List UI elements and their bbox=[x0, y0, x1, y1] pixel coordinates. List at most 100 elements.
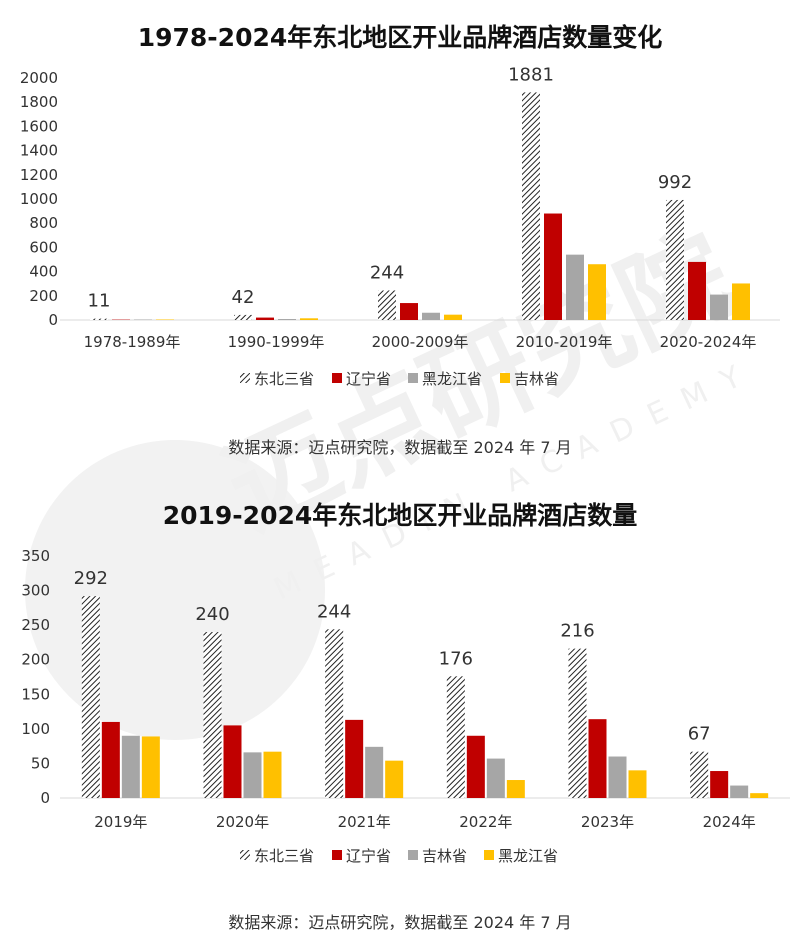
legend-swatch-heilongjiang bbox=[408, 850, 418, 860]
bar-liaoning bbox=[256, 317, 274, 320]
y-tick-label: 300 bbox=[21, 582, 50, 600]
y-tick-label: 200 bbox=[21, 651, 50, 669]
legend-label: 吉林省 bbox=[514, 370, 559, 388]
chart-1: 1978-2024年东北地区开业品牌酒店数量变化 0 200 400 600 800 10… bbox=[20, 23, 780, 457]
y-tick-label: 1600 bbox=[20, 117, 58, 135]
legend-swatch-jilin bbox=[484, 850, 494, 860]
bar-hatch bbox=[666, 199, 684, 320]
x-category-label: 2022年 bbox=[459, 813, 512, 831]
data-label: 240 bbox=[195, 604, 229, 625]
bar-jilin bbox=[506, 780, 525, 798]
bar-liaoning bbox=[710, 771, 729, 798]
data-label: 244 bbox=[370, 262, 404, 283]
y-tick-label: 50 bbox=[31, 754, 50, 772]
legend-label: 黑龙江省 bbox=[498, 847, 558, 865]
legend-label: 吉林省 bbox=[422, 847, 467, 865]
y-tick-label: 250 bbox=[21, 616, 50, 634]
y-tick-label: 0 bbox=[40, 789, 50, 807]
bar-heilongjiang bbox=[566, 254, 584, 320]
bar-heilongjiang bbox=[243, 752, 262, 798]
legend-label: 辽宁省 bbox=[346, 370, 391, 388]
y-tick-label: 0 bbox=[48, 311, 58, 329]
legend-swatch-hatch bbox=[240, 850, 250, 860]
x-category-label: 1978-1989年 bbox=[84, 333, 181, 351]
bar-liaoning bbox=[101, 721, 120, 798]
legend-swatch-liaoning bbox=[332, 850, 342, 860]
data-label: 11 bbox=[88, 291, 111, 312]
bar-jilin bbox=[300, 318, 318, 320]
data-label: 42 bbox=[232, 287, 255, 308]
bar-hatch bbox=[203, 632, 222, 798]
y-tick-label: 800 bbox=[29, 214, 58, 232]
bar-heilongjiang bbox=[365, 746, 384, 798]
bar-heilongjiang bbox=[710, 294, 728, 320]
data-label: 244 bbox=[317, 601, 351, 622]
x-category-label: 2020-2024年 bbox=[660, 333, 757, 351]
bar-jilin bbox=[588, 264, 606, 320]
bar-liaoning bbox=[466, 735, 485, 798]
y-tick-label: 150 bbox=[21, 685, 50, 703]
chart-2-legend: 东北三省 辽宁省 吉林省 黑龙江省 bbox=[240, 847, 558, 865]
bar-jilin bbox=[732, 283, 750, 320]
bar-jilin bbox=[263, 751, 282, 798]
legend-swatch-heilongjiang bbox=[408, 373, 418, 383]
data-label: 992 bbox=[658, 172, 692, 193]
chart-1-source: 数据来源：迈点研究院，数据截至 2024 年 7 月 bbox=[228, 438, 571, 457]
chart-1-legend: 东北三省 辽宁省 黑龙江省 吉林省 bbox=[240, 370, 559, 388]
x-category-label: 2020年 bbox=[216, 813, 269, 831]
y-tick-label: 350 bbox=[21, 547, 50, 565]
bar-liaoning bbox=[688, 261, 706, 320]
legend-swatch-hatch bbox=[240, 373, 250, 383]
bar-hatch bbox=[378, 290, 396, 320]
x-category-label: 2021年 bbox=[338, 813, 391, 831]
bar-liaoning bbox=[544, 213, 562, 320]
bar-heilongjiang bbox=[422, 312, 440, 320]
bar-hatch bbox=[522, 92, 540, 320]
bar-hatch bbox=[81, 596, 100, 798]
y-tick-label: 1000 bbox=[20, 190, 58, 208]
bar-liaoning bbox=[345, 719, 364, 798]
y-tick-label: 100 bbox=[21, 720, 50, 738]
chart-2-title: 2019-2024年东北地区开业品牌酒店数量 bbox=[163, 501, 638, 530]
bar-heilongjiang bbox=[121, 735, 140, 798]
x-category-label: 2000-2009年 bbox=[372, 333, 469, 351]
bar-hatch bbox=[568, 648, 587, 798]
bar-jilin bbox=[628, 770, 647, 798]
bar-hatch bbox=[446, 676, 465, 798]
legend-label: 东北三省 bbox=[254, 847, 314, 865]
x-category-label: 2010-2019年 bbox=[516, 333, 613, 351]
legend-label: 辽宁省 bbox=[346, 847, 391, 865]
bar-jilin bbox=[750, 793, 769, 798]
bar-heilongjiang bbox=[730, 785, 749, 798]
bar-liaoning bbox=[223, 725, 242, 798]
bar-hatch bbox=[690, 751, 709, 798]
bar-liaoning bbox=[400, 303, 418, 320]
bar-hatch bbox=[325, 629, 344, 798]
x-category-label: 1990-1999年 bbox=[228, 333, 325, 351]
legend-label: 黑龙江省 bbox=[422, 370, 482, 388]
bar-jilin bbox=[444, 314, 462, 320]
legend-label: 东北三省 bbox=[254, 370, 314, 388]
x-category-label: 2024年 bbox=[703, 813, 756, 831]
y-tick-label: 200 bbox=[29, 287, 58, 305]
legend-swatch-liaoning bbox=[332, 373, 342, 383]
data-label: 176 bbox=[439, 648, 473, 669]
bar-hatch bbox=[90, 318, 108, 320]
x-category-label: 2019年 bbox=[94, 813, 147, 831]
chart-2-source: 数据来源：迈点研究院，数据截至 2024 年 7 月 bbox=[228, 913, 571, 932]
data-label: 1881 bbox=[508, 64, 554, 85]
bar-heilongjiang bbox=[278, 319, 296, 320]
data-label: 292 bbox=[74, 568, 108, 589]
legend-swatch-jilin bbox=[500, 373, 510, 383]
y-tick-label: 2000 bbox=[20, 69, 58, 87]
y-tick-label: 600 bbox=[29, 238, 58, 256]
data-label: 216 bbox=[560, 621, 594, 642]
chart-1-title: 1978-2024年东北地区开业品牌酒店数量变化 bbox=[138, 23, 663, 52]
data-label: 67 bbox=[688, 724, 711, 745]
bar-jilin bbox=[141, 736, 160, 798]
y-tick-label: 1800 bbox=[20, 93, 58, 111]
bar-liaoning bbox=[588, 719, 607, 798]
bar-hatch bbox=[234, 314, 252, 320]
y-tick-label: 1200 bbox=[20, 166, 58, 184]
bar-jilin bbox=[385, 760, 404, 798]
